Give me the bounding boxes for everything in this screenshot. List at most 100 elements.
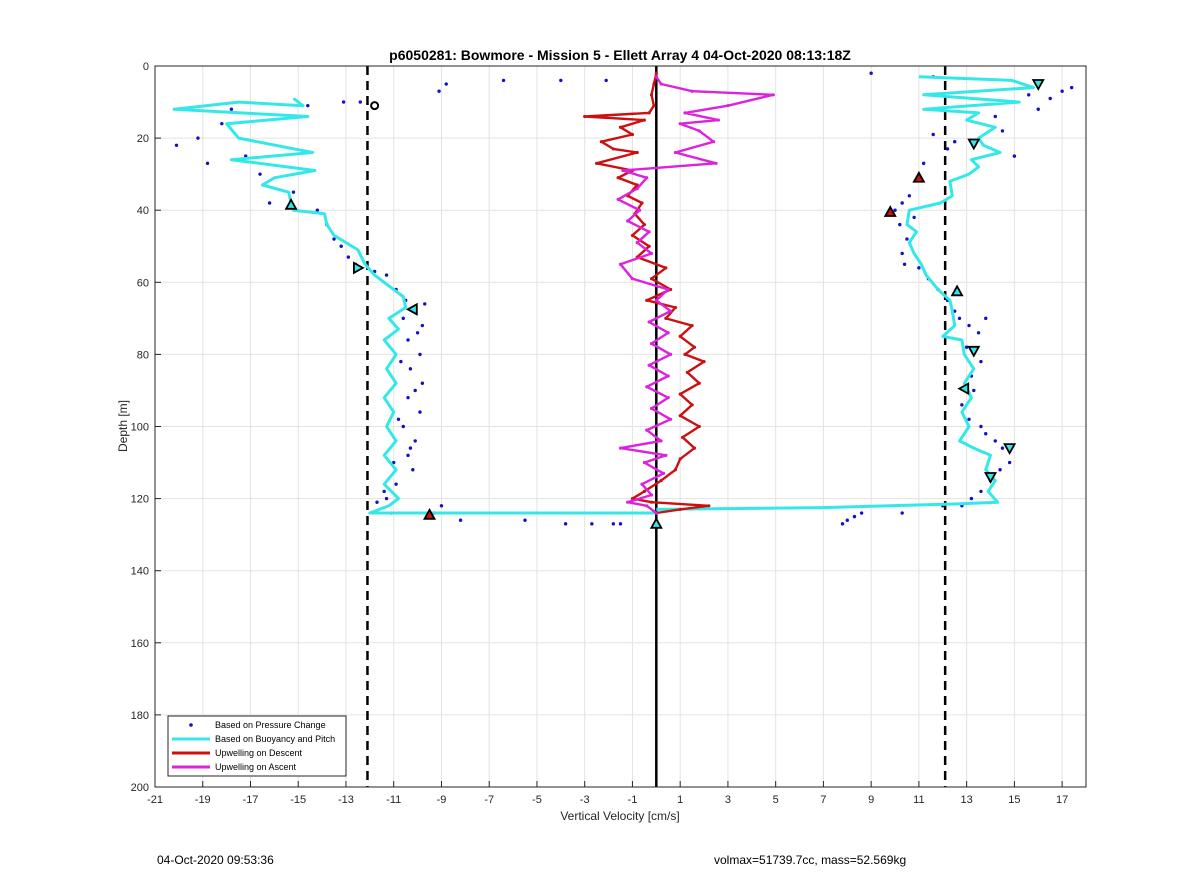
pressure-change-point (205, 161, 210, 166)
upwelling-ascent-point (626, 219, 630, 223)
x-tick-label: -13 (338, 794, 354, 806)
upwelling-ascent-point (618, 262, 623, 266)
x-tick-label: -1 (628, 794, 638, 806)
pressure-change-point (912, 215, 916, 220)
event-marker (912, 170, 926, 183)
pressure-change-point (341, 100, 346, 104)
upwelling-descent-point (640, 201, 644, 205)
upwelling-ascent-point (771, 93, 775, 97)
pressure-change-point (392, 460, 396, 465)
legend-label: Upwelling on Descent (215, 748, 303, 758)
y-tick-label: 120 (131, 494, 149, 506)
upwelling-descent-point (652, 82, 656, 86)
pressure-change-point (902, 262, 907, 266)
event-marker (950, 284, 964, 297)
x-tick-label: 17 (1056, 794, 1068, 806)
event-marker (1003, 443, 1017, 455)
upwelling-descent-point (583, 114, 587, 119)
pressure-change-point (945, 147, 950, 151)
upwelling-ascent-point (666, 287, 670, 292)
pressure-change-point (406, 453, 410, 458)
pressure-change-point (976, 331, 981, 335)
upwelling-descent-point (635, 183, 639, 187)
upwelling-ascent-point (659, 439, 663, 443)
pressure-change-point (559, 78, 563, 83)
pressure-change-point (845, 518, 849, 522)
pressure-change-point (960, 403, 964, 407)
upwelling-ascent-point (640, 482, 644, 486)
event-marker (649, 516, 663, 529)
upwelling-descent-point (678, 392, 682, 396)
pressure-change-point (998, 468, 1002, 472)
pressure-change-point (984, 432, 988, 436)
x-tick-label: -21 (147, 794, 163, 806)
pressure-change-point (907, 194, 912, 198)
pressure-change-point (993, 114, 997, 119)
y-axis-label: Depth [m] (116, 400, 130, 452)
event-marker (967, 138, 981, 151)
pressure-change-point (893, 208, 897, 212)
buoyancy-pitch-line (172, 97, 657, 515)
x-tick-label: -19 (195, 794, 211, 806)
marker-layer (284, 79, 1045, 529)
y-tick-label: 60 (137, 277, 149, 289)
chart-title: p6050281: Bowmore - Mission 5 - Ellett A… (389, 47, 851, 63)
x-tick-label: 7 (820, 794, 826, 806)
pressure-change-point (401, 424, 405, 429)
x-tick-label: 13 (961, 794, 973, 806)
x-tick-label: 5 (773, 794, 779, 806)
upwelling-ascent-point (649, 341, 654, 346)
upwelling-ascent-point (697, 129, 701, 133)
upwelling-descent-point (652, 104, 656, 108)
pressure-change-point (258, 172, 262, 176)
upwelling-descent-point (664, 316, 668, 320)
upwelling-descent-point (611, 147, 615, 151)
pressure-change-point (420, 323, 425, 328)
upwelling-ascent-point (673, 150, 678, 155)
upwelling-descent-point (692, 345, 697, 349)
pressure-change-point (869, 71, 873, 75)
x-axis-label: Vertical Velocity [cm/s] (560, 809, 679, 823)
upwelling-descent-point (642, 489, 646, 493)
pressure-change-point (859, 511, 864, 515)
upwelling-ascent-point (666, 331, 670, 335)
pressure-change-point (411, 468, 415, 472)
y-tick-label: 40 (137, 205, 149, 217)
pressure-change-point (979, 424, 983, 429)
upwelling-descent-point (697, 381, 701, 385)
pressure-change-point (1060, 89, 1064, 93)
upwelling-descent-point (690, 323, 694, 328)
x-tick-label: -5 (532, 794, 542, 806)
upwelling-descent-point (649, 277, 654, 281)
pressure-change-point (444, 82, 448, 86)
upwelling-ascent-point (661, 471, 666, 475)
x-tick-label: 3 (725, 794, 731, 806)
pressure-change-point (415, 331, 420, 335)
event-marker (1031, 79, 1045, 91)
upwelling-descent-point (599, 140, 604, 144)
upwelling-descent-point (683, 352, 687, 356)
upwelling-descent-point (685, 370, 689, 375)
x-tick-label: 1 (677, 794, 683, 806)
y-tick-label: 20 (137, 133, 149, 145)
upwelling-descent-point (707, 504, 711, 508)
pressure-change-point (420, 381, 425, 385)
pressure-change-point (953, 140, 957, 144)
upwelling-descent-point (635, 150, 639, 155)
x-tick-label: -9 (437, 794, 447, 806)
upwelling-descent-point (669, 287, 673, 292)
upwelling-ascent-point (635, 241, 639, 245)
upwelling-descent-point (616, 176, 620, 180)
pressure-change-point (406, 338, 410, 342)
upwelling-descent-point (649, 500, 654, 504)
pressure-change-point (979, 489, 983, 494)
upwelling-descent-point (595, 161, 599, 165)
pressure-change-point (1012, 154, 1017, 158)
pressure-change-point (315, 208, 320, 212)
pressure-change-point (898, 222, 902, 227)
pressure-change-point (604, 78, 608, 83)
pressure-change-point (413, 439, 417, 443)
tick-labels: -21 -19 -17 -15 -13 -11 -9 -7 -5 -3 -1 1 3 5 7 9 11 13 15 1… (131, 61, 1069, 806)
event-marker (983, 472, 998, 484)
upwelling-descent-point (678, 414, 682, 418)
